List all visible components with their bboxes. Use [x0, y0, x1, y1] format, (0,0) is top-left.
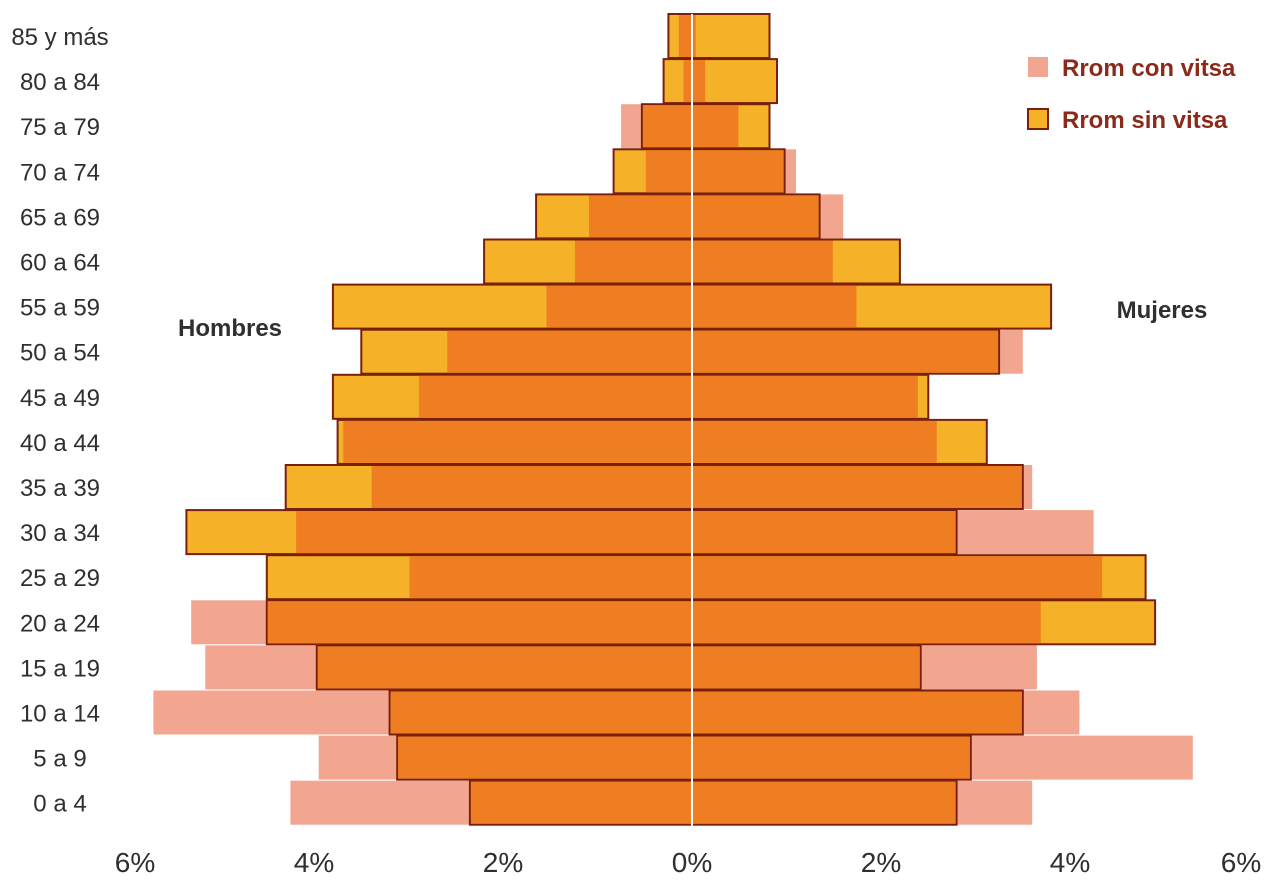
- bar-overlap-mujeres: [692, 195, 819, 238]
- bar-overlap-hombres: [418, 375, 692, 418]
- bar-overlap-mujeres: [692, 691, 1022, 734]
- bar-overlap-mujeres: [692, 240, 833, 283]
- bar-overlap-hombres: [343, 420, 692, 463]
- age-group-label: 85 y más: [11, 24, 108, 51]
- bar-overlap-hombres: [546, 285, 692, 328]
- bar-overlap-hombres: [678, 15, 692, 57]
- bar-overlap-mujeres: [692, 285, 857, 328]
- x-tick-label: 6%: [1221, 847, 1261, 878]
- bar-overlap-mujeres: [692, 60, 706, 103]
- bar-overlap-hombres: [645, 150, 693, 193]
- bar-overlap-mujeres: [692, 646, 920, 689]
- legend-swatch-sin-vitsa: [1027, 108, 1049, 130]
- bar-overlap-hombres: [447, 330, 692, 373]
- age-group-label: 50 a 54: [20, 340, 100, 367]
- age-group-label: 25 a 29: [20, 565, 100, 592]
- age-group-label: 10 a 14: [20, 701, 100, 728]
- bar-overlap-mujeres: [692, 150, 784, 193]
- age-group-label: 80 a 84: [20, 69, 100, 96]
- x-tick-label: 4%: [294, 847, 334, 878]
- x-tick-label: 0%: [672, 847, 712, 878]
- bar-overlap-mujeres: [692, 375, 918, 418]
- bar-overlap-hombres: [296, 511, 692, 554]
- side-label-mujeres: Mujeres: [1117, 297, 1208, 324]
- bar-overlap-hombres: [371, 466, 692, 508]
- bar-overlap-mujeres: [692, 15, 696, 57]
- bar-overlap-mujeres: [692, 736, 970, 779]
- bar-overlap-mujeres: [692, 556, 1103, 599]
- x-tick-label: 2%: [861, 847, 901, 878]
- age-group-label: 60 a 64: [20, 250, 100, 277]
- bar-overlap-mujeres: [692, 511, 956, 554]
- bar-overlap-hombres: [642, 105, 692, 148]
- bar-overlap-mujeres: [692, 330, 999, 373]
- bar-overlap-mujeres: [692, 466, 1022, 508]
- bar-overlap-mujeres: [692, 601, 1041, 644]
- legend: Rrom con vitsa Rrom sin vitsa: [1027, 55, 1236, 134]
- age-group-label: 20 a 24: [20, 610, 100, 637]
- age-group-label: 5 a 9: [33, 746, 86, 773]
- x-tick-label: 4%: [1050, 847, 1090, 878]
- bar-overlap-hombres: [317, 646, 692, 689]
- age-group-label: 70 a 74: [20, 159, 100, 186]
- bar-overlap-hombres: [683, 60, 692, 103]
- bar-overlap-hombres: [574, 240, 692, 283]
- age-group-label: 45 a 49: [20, 385, 100, 412]
- bar-overlap-mujeres: [692, 420, 937, 463]
- x-axis-tick-labels: 6% 4% 2% 0% 2% 4% 6%: [115, 847, 1261, 878]
- age-group-label: 0 a 4: [33, 791, 86, 818]
- bar-sin-vitsa-mujeres: [691, 58, 778, 105]
- series-rrom-sin-vitsa: [185, 13, 1157, 826]
- age-group-label: 35 a 39: [20, 475, 100, 502]
- bar-overlap-mujeres: [692, 781, 956, 824]
- age-group-label: 40 a 44: [20, 430, 100, 457]
- bar-overlap-hombres: [267, 601, 693, 644]
- side-label-hombres: Hombres: [178, 315, 282, 342]
- age-group-label: 65 a 69: [20, 204, 100, 231]
- bar-overlap-mujeres: [692, 105, 739, 148]
- bar-overlap-hombres: [409, 556, 692, 599]
- bar-overlap-hombres: [398, 736, 692, 779]
- x-tick-label: 2%: [483, 847, 523, 878]
- age-group-label: 15 a 19: [20, 655, 100, 682]
- age-group-label: 55 a 59: [20, 295, 100, 322]
- x-tick-label: 6%: [115, 847, 155, 878]
- bar-overlap-hombres: [589, 195, 692, 238]
- legend-swatch-con-vitsa: [1028, 57, 1048, 77]
- bar-sin-vitsa-mujeres: [691, 13, 771, 59]
- legend-label-con-vitsa: Rrom con vitsa: [1062, 55, 1236, 82]
- age-group-labels: 85 y más 80 a 84 75 a 79 70 a 74 65 a 69 60 a…: [11, 24, 108, 818]
- bar-overlap-hombres: [390, 691, 692, 734]
- age-group-label: 75 a 79: [20, 114, 100, 141]
- bar-overlap-hombres: [470, 781, 692, 824]
- legend-label-sin-vitsa: Rrom sin vitsa: [1062, 107, 1228, 134]
- age-group-label: 30 a 34: [20, 520, 100, 547]
